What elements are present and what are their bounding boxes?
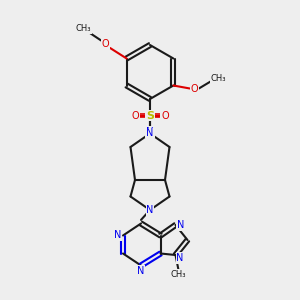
Text: N: N bbox=[146, 205, 154, 215]
Text: N: N bbox=[114, 230, 121, 241]
Text: N: N bbox=[177, 220, 184, 230]
Text: O: O bbox=[102, 38, 110, 49]
Text: N: N bbox=[137, 266, 145, 276]
Text: N: N bbox=[146, 128, 154, 139]
Text: N: N bbox=[146, 127, 154, 137]
Text: CH₃: CH₃ bbox=[211, 74, 226, 82]
Text: O: O bbox=[190, 83, 198, 94]
Text: S: S bbox=[146, 110, 154, 121]
Text: O: O bbox=[161, 110, 169, 121]
Text: N: N bbox=[176, 253, 184, 263]
Text: CH₃: CH₃ bbox=[75, 24, 91, 33]
Text: CH₃: CH₃ bbox=[171, 270, 186, 279]
Text: O: O bbox=[131, 110, 139, 121]
